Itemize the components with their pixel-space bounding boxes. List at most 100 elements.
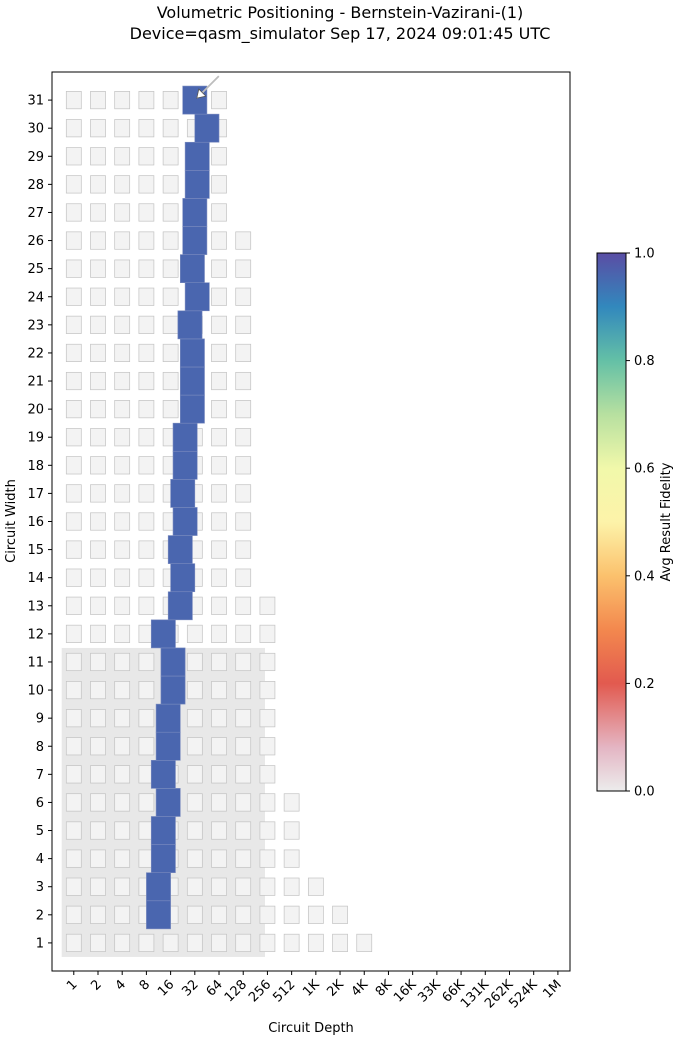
background-cell-w22-d4 — [162, 343, 179, 362]
annotation-arrow-head — [196, 88, 207, 99]
background-cell-w10-d2 — [114, 681, 131, 700]
background-cell-w7-d0 — [65, 765, 82, 784]
background-cell-w25-d0 — [65, 259, 82, 278]
background-cell-w22-d6 — [211, 343, 227, 362]
background-cell-w9-d6 — [211, 709, 227, 728]
background-cell-w3-d7 — [235, 877, 252, 896]
background-cell-w4-d2 — [114, 849, 131, 868]
background-cell-w13-d8 — [259, 596, 276, 615]
background-cell-w16-d0 — [65, 512, 82, 531]
y-tick-label: 30 — [27, 122, 44, 137]
background-cell-w7-d1 — [90, 765, 106, 784]
x-tick-label: 1K — [300, 977, 323, 1000]
background-cell-w16-d1 — [90, 512, 106, 531]
y-tick-label: 31 — [27, 94, 44, 109]
background-cell-w12-d1 — [90, 624, 106, 643]
x-axis-label: Circuit Depth — [268, 1021, 354, 1036]
background-cell-w31-d0 — [65, 91, 82, 110]
background-cell-w26-d4 — [162, 231, 179, 250]
y-tick-label: 27 — [27, 206, 44, 221]
background-cell-w31-d6 — [211, 91, 227, 110]
background-cell-w1-d11 — [332, 933, 348, 952]
background-cell-w6-d6 — [211, 793, 227, 812]
background-cell-w6-d7 — [235, 793, 252, 812]
background-cell-w7-d8 — [259, 765, 276, 784]
background-cell-w1-d2 — [114, 933, 131, 952]
background-cell-w1-d6 — [211, 933, 227, 952]
x-tick-label: 256 — [246, 977, 274, 1005]
data-point-w24 — [184, 282, 210, 312]
y-tick-label: 22 — [27, 346, 44, 361]
y-tick-label: 21 — [27, 375, 44, 390]
data-point-w30 — [194, 113, 220, 143]
y-axis: 1234567891011121314151617181920212223242… — [27, 94, 52, 951]
background-cell-w23-d7 — [235, 315, 252, 334]
background-cell-w11-d8 — [259, 652, 276, 672]
background-cell-w23-d4 — [162, 315, 179, 334]
background-cell-w30-d3 — [138, 119, 155, 138]
background-cell-w2-d7 — [235, 905, 252, 924]
background-cell-w31-d3 — [138, 91, 155, 110]
data-point-w18 — [172, 450, 198, 480]
data-point-w14 — [170, 563, 196, 593]
background-cell-w23-d3 — [138, 315, 155, 334]
y-tick-label: 10 — [27, 684, 44, 699]
background-cell-w7-d5 — [186, 765, 203, 784]
background-cell-w5-d5 — [186, 821, 203, 840]
y-tick-label: 11 — [27, 655, 44, 670]
y-tick-label: 26 — [27, 234, 44, 249]
background-cell-w21-d4 — [162, 371, 179, 391]
background-cell-w25-d3 — [138, 259, 155, 278]
background-cell-w18-d3 — [138, 456, 155, 475]
background-cell-w3-d8 — [259, 877, 276, 896]
data-point-w22 — [179, 338, 205, 368]
background-cell-w20-d7 — [235, 400, 252, 419]
background-cell-w27-d1 — [90, 203, 106, 222]
background-cell-w2-d1 — [90, 905, 106, 924]
background-cell-w25-d2 — [114, 259, 131, 278]
background-cell-w7-d7 — [235, 765, 252, 784]
background-cell-w10-d6 — [211, 681, 227, 700]
background-cell-w14-d7 — [235, 568, 252, 587]
background-cell-w19-d7 — [235, 428, 252, 447]
data-point-w20 — [179, 394, 205, 424]
background-cell-w18-d0 — [65, 456, 82, 475]
background-cell-w3-d0 — [65, 877, 82, 896]
background-cell-w9-d0 — [65, 709, 82, 728]
background-cell-w1-d8 — [259, 933, 276, 952]
background-cell-w12-d8 — [259, 624, 276, 643]
background-cell-w28-d2 — [114, 175, 131, 194]
background-cell-w21-d0 — [65, 371, 82, 391]
background-cell-w5-d9 — [283, 821, 300, 840]
background-cell-w17-d6 — [211, 484, 227, 503]
background-cell-w4-d0 — [65, 849, 82, 868]
background-cell-w18-d2 — [114, 456, 131, 475]
background-cell-w2-d0 — [65, 905, 82, 924]
background-cell-w19-d2 — [114, 428, 131, 447]
background-cell-w22-d0 — [65, 343, 82, 362]
y-tick-label: 2 — [36, 908, 44, 923]
data-point-w25 — [179, 254, 205, 284]
colorbar-gradient — [596, 252, 627, 792]
background-cell-w11-d3 — [138, 652, 155, 672]
background-cell-w20-d1 — [90, 400, 106, 419]
data-point-w8 — [155, 731, 181, 761]
data-point-w29 — [184, 141, 210, 171]
y-tick-label: 24 — [27, 290, 44, 305]
background-cell-w16-d7 — [235, 512, 252, 531]
background-cell-w24-d0 — [65, 287, 82, 306]
background-cell-w22-d3 — [138, 343, 155, 362]
background-cell-w21-d7 — [235, 371, 252, 391]
chart-title: Volumetric Positioning - Bernstein-Vazir… — [157, 3, 524, 22]
background-cell-w16-d3 — [138, 512, 155, 531]
background-cell-w14-d6 — [211, 568, 227, 587]
background-cell-w30-d4 — [162, 119, 179, 138]
x-tick-label: 4K — [349, 977, 372, 1000]
background-cell-w12-d2 — [114, 624, 131, 643]
data-point-w16 — [172, 507, 198, 536]
data-point-w17 — [170, 479, 196, 508]
data-point-w9 — [155, 703, 181, 733]
colorbar-tick-label: 0.6 — [634, 462, 655, 477]
background-cell-w13-d2 — [114, 596, 131, 615]
background-cell-w13-d7 — [235, 596, 252, 615]
